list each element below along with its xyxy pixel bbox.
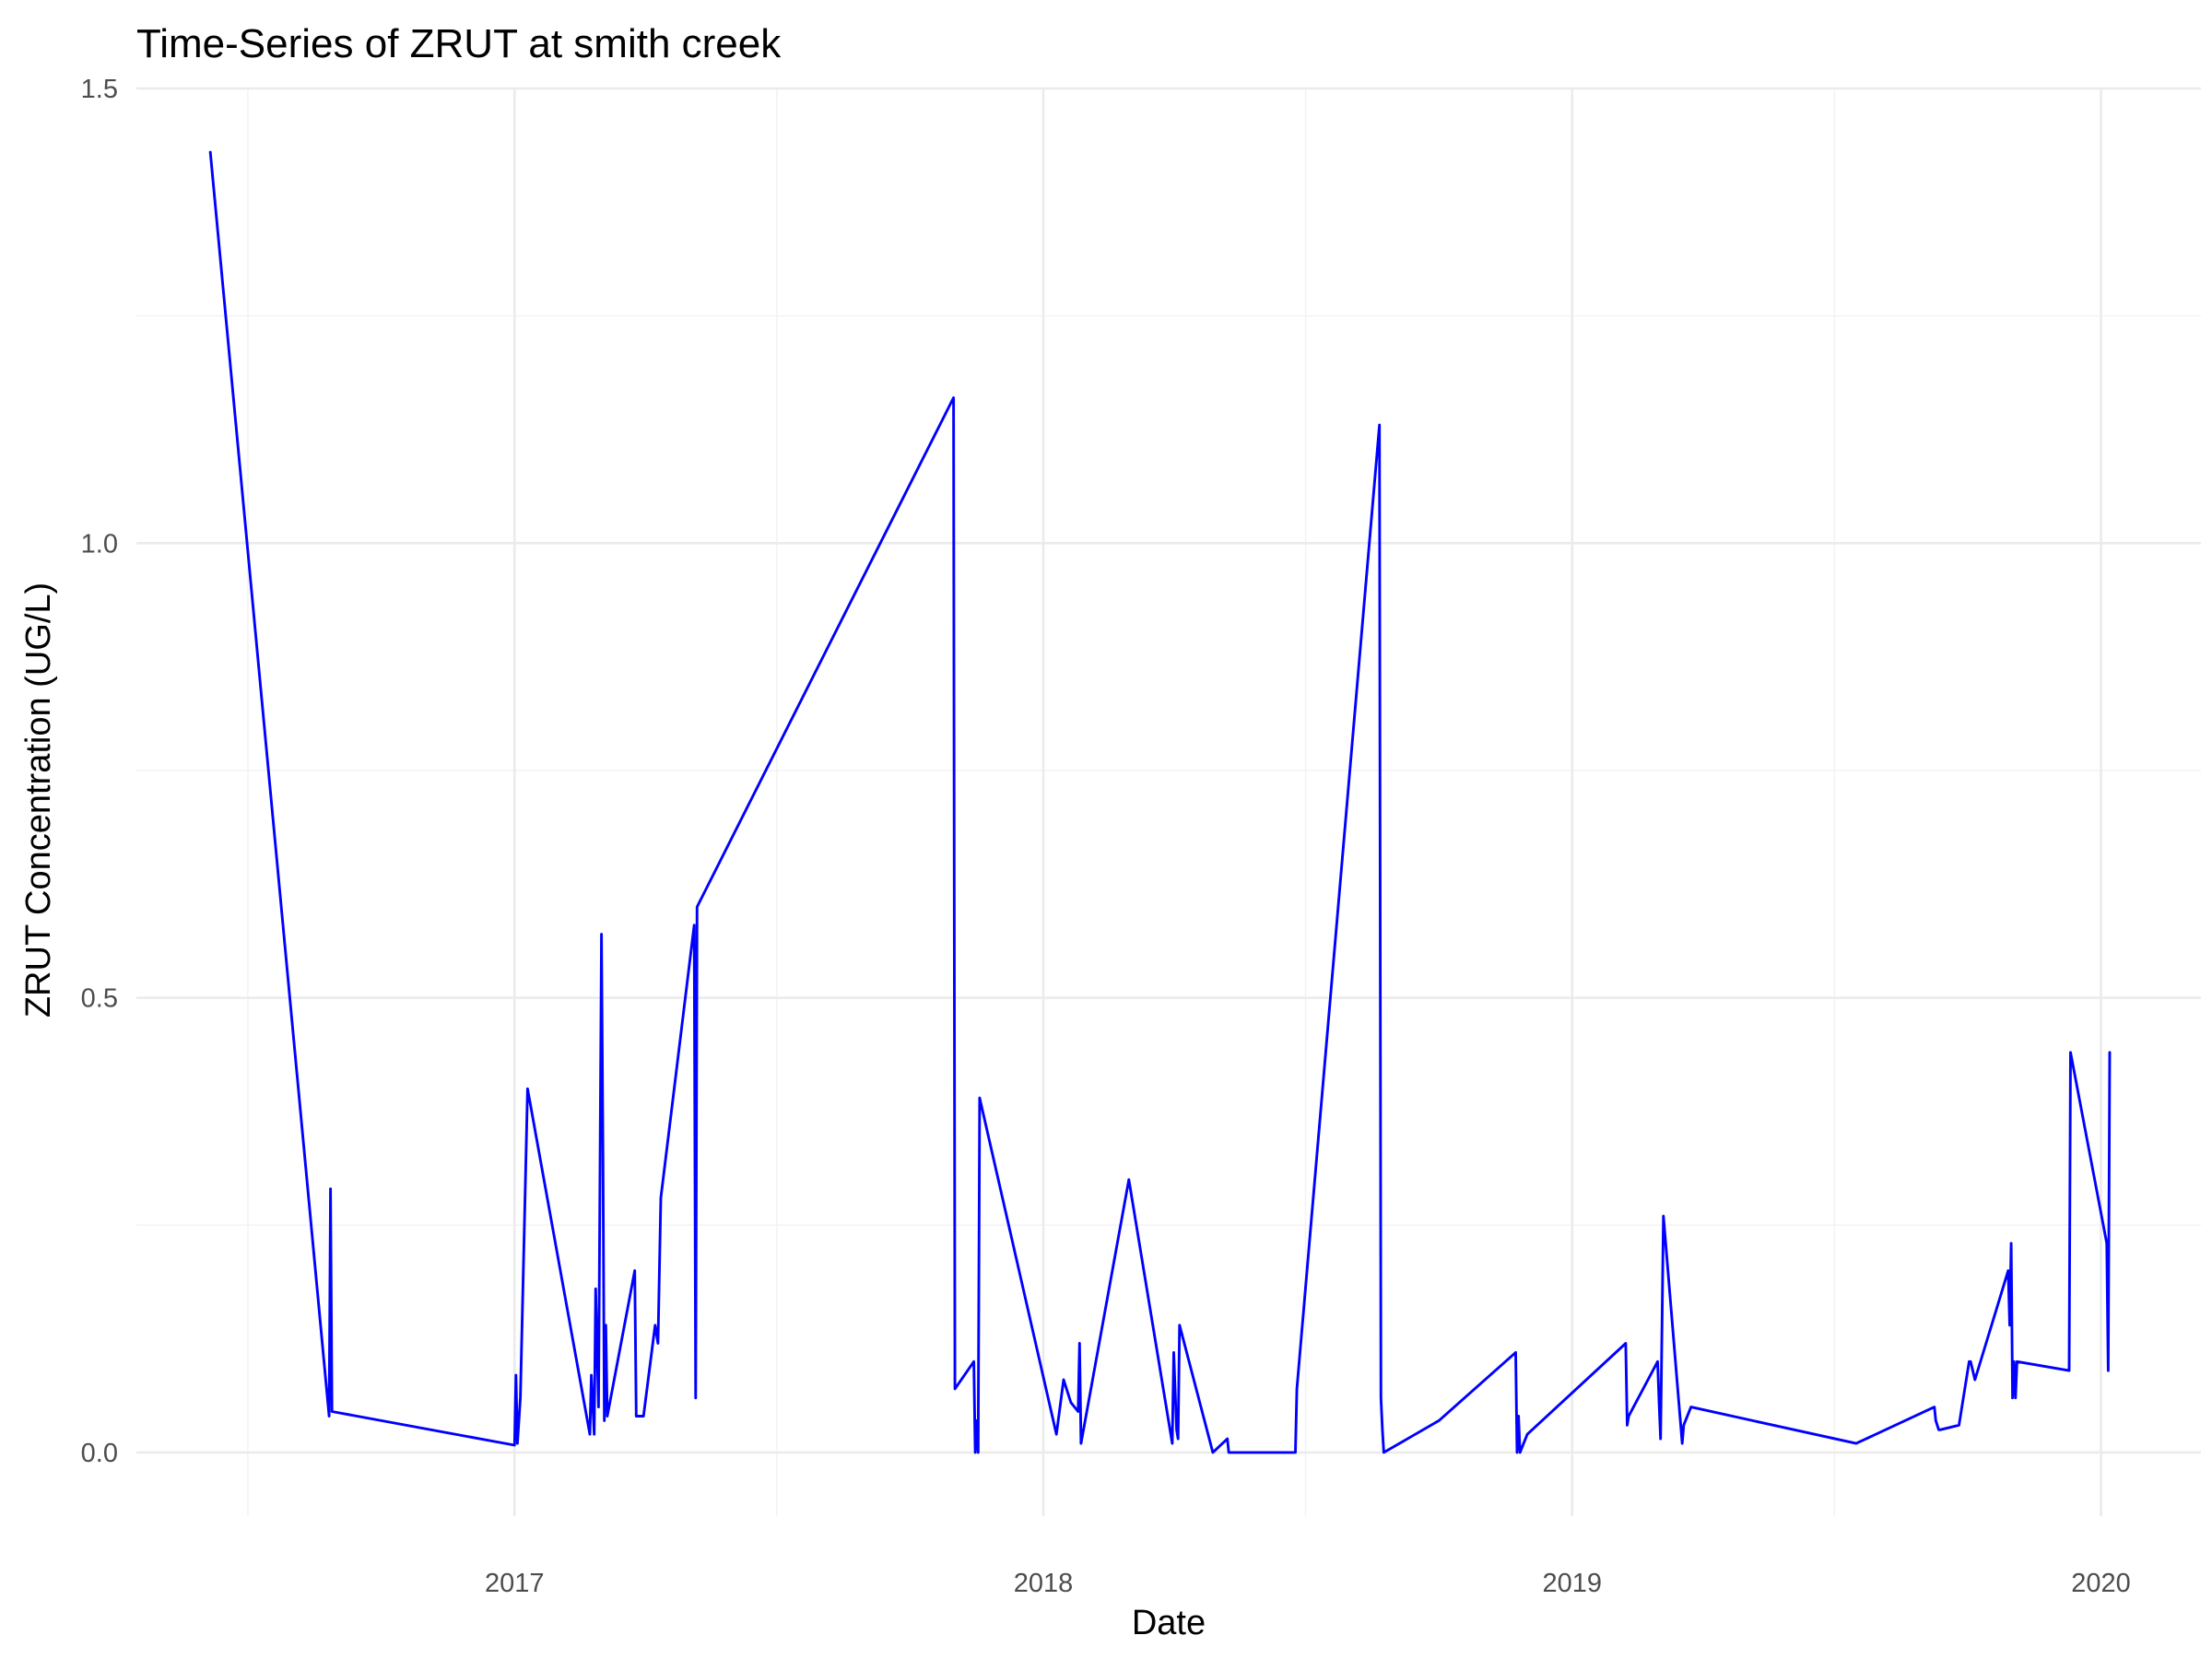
x-tick-label: 2018 — [1014, 1569, 1074, 1598]
series-line — [208, 150, 2112, 1454]
y-tick-label: 0.5 — [81, 984, 118, 1014]
y-tick-label: 1.5 — [81, 75, 118, 104]
axis-tick-labels: 2017 2018 2019 2020 0.0 0.5 1.0 1.5 — [81, 75, 2131, 1598]
chart-title: Time-Series of ZRUT at smith creek — [136, 21, 782, 66]
y-axis-title: ZRUT Concentration (UG/L) — [19, 582, 58, 1018]
x-axis-title: Date — [1132, 1604, 1206, 1642]
x-tick-label: 2020 — [2071, 1569, 2131, 1598]
y-tick-label: 1.0 — [81, 529, 118, 559]
y-tick-label: 0.0 — [81, 1439, 118, 1468]
x-tick-label: 2017 — [485, 1569, 545, 1598]
grid — [136, 87, 2201, 1516]
series — [208, 150, 2112, 1454]
x-tick-label: 2019 — [1543, 1569, 1603, 1598]
